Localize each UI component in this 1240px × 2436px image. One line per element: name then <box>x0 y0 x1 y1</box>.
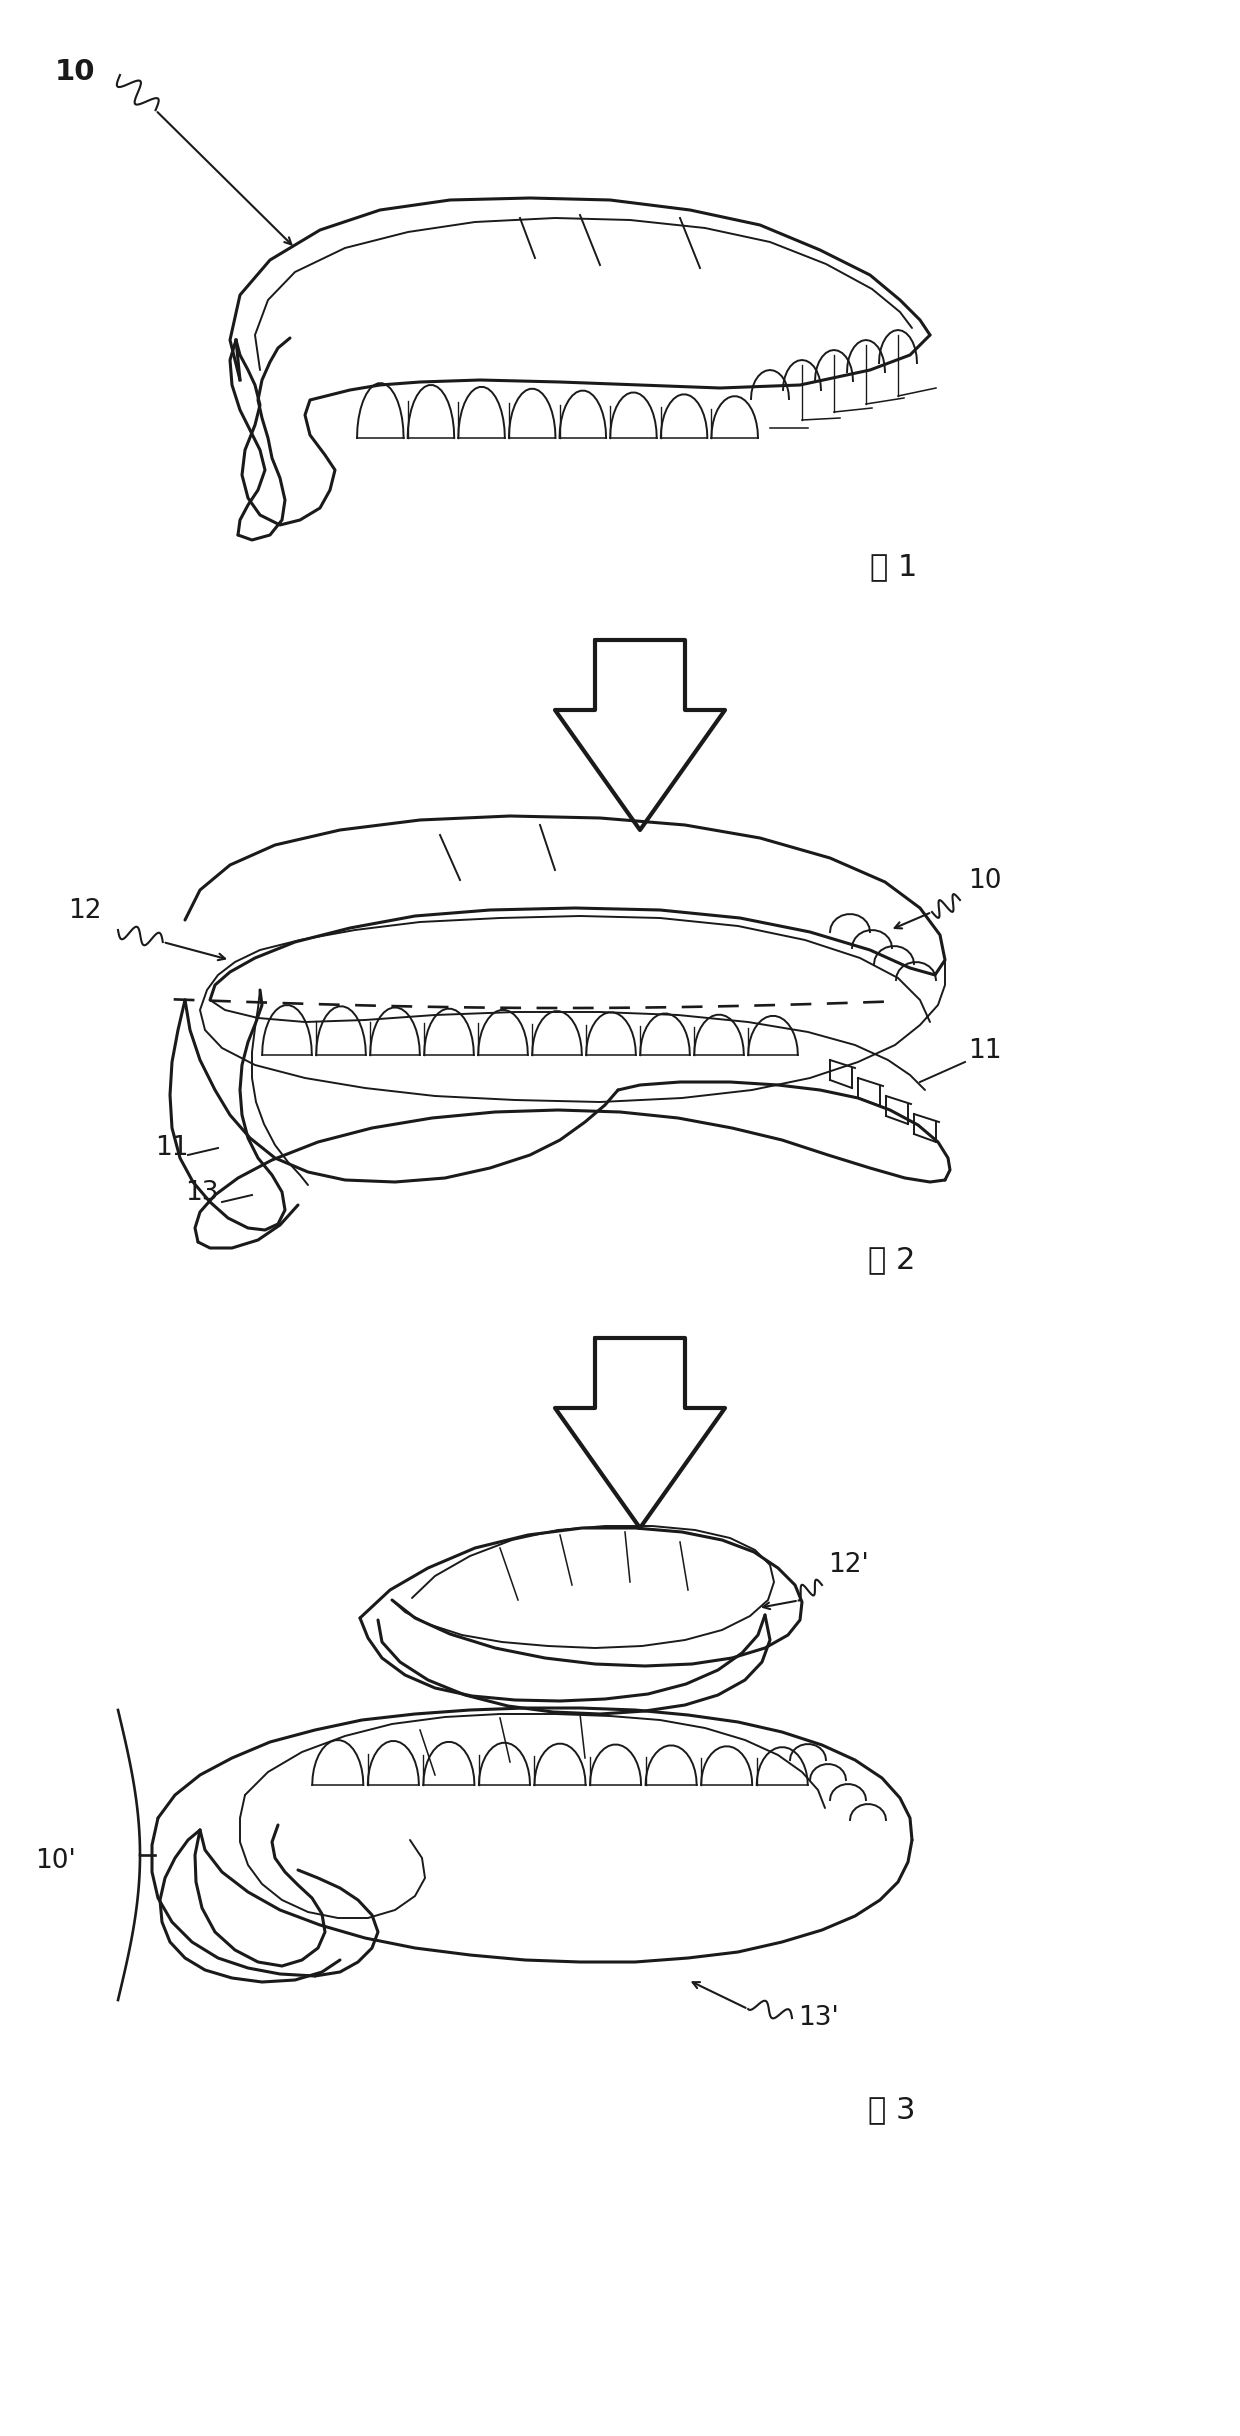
Text: 12': 12' <box>828 1552 869 1579</box>
Text: 13': 13' <box>799 2005 838 2032</box>
Polygon shape <box>556 641 725 831</box>
Text: 图 3: 图 3 <box>868 2095 915 2124</box>
Text: 图 2: 图 2 <box>868 1245 915 1274</box>
Text: 10: 10 <box>968 867 1002 894</box>
Text: 图 1: 图 1 <box>870 553 918 582</box>
Text: 11: 11 <box>968 1038 1002 1065</box>
Text: 12: 12 <box>68 899 102 923</box>
Text: 10': 10' <box>35 1849 76 1873</box>
Text: 10: 10 <box>55 58 95 85</box>
Text: 13: 13 <box>185 1179 218 1206</box>
Polygon shape <box>556 1337 725 1527</box>
Text: 11: 11 <box>155 1135 188 1162</box>
